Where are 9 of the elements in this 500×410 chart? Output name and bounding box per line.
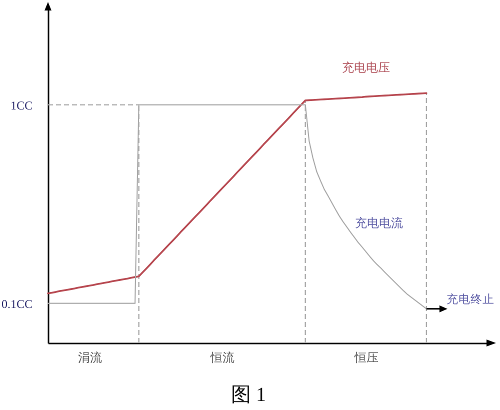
series-label: 充电电流 [355,216,404,230]
series-label: 充电电压 [342,60,390,75]
x-tick-label: 恒压 [353,350,378,364]
annotation: 充电终止 [446,292,494,306]
x-tick-label: 涓流 [78,350,102,364]
text: 图 1 [231,384,266,406]
y-tick-label: 1CC [10,98,32,112]
x-tick-label: 恒流 [210,350,235,364]
y-tick-label: 0.1CC [1,296,32,311]
